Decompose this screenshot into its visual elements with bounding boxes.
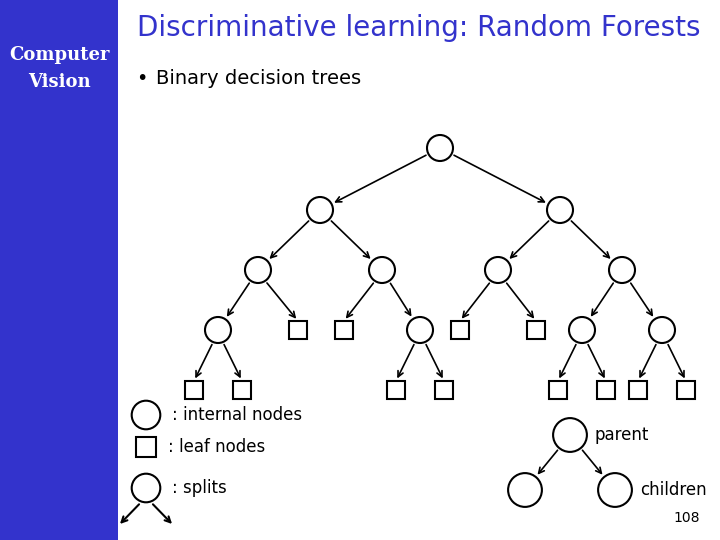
Bar bbox=[0, 0, 118, 540]
Circle shape bbox=[569, 317, 595, 343]
Bar bbox=[677, 381, 695, 399]
Bar bbox=[549, 381, 567, 399]
Text: 108: 108 bbox=[673, 511, 700, 525]
Circle shape bbox=[205, 317, 231, 343]
Circle shape bbox=[307, 197, 333, 223]
Text: Vision: Vision bbox=[27, 73, 90, 91]
Bar bbox=[527, 321, 545, 339]
Circle shape bbox=[508, 473, 542, 507]
Bar bbox=[136, 437, 156, 457]
Text: •: • bbox=[136, 69, 148, 87]
Bar bbox=[289, 321, 307, 339]
Circle shape bbox=[427, 135, 453, 161]
Circle shape bbox=[547, 197, 573, 223]
Circle shape bbox=[609, 257, 635, 283]
Bar bbox=[233, 381, 251, 399]
Text: Binary decision trees: Binary decision trees bbox=[156, 69, 361, 87]
Circle shape bbox=[369, 257, 395, 283]
Text: parent: parent bbox=[595, 426, 649, 444]
Circle shape bbox=[598, 473, 632, 507]
Text: : splits: : splits bbox=[172, 479, 227, 497]
Text: children: children bbox=[640, 481, 706, 499]
Circle shape bbox=[132, 474, 161, 502]
Circle shape bbox=[553, 418, 587, 452]
Text: : internal nodes: : internal nodes bbox=[172, 406, 302, 424]
Text: Computer: Computer bbox=[9, 46, 109, 64]
Circle shape bbox=[132, 401, 161, 429]
Text: Discriminative learning: Random Forests: Discriminative learning: Random Forests bbox=[138, 14, 701, 42]
Bar bbox=[435, 381, 453, 399]
Bar bbox=[597, 381, 615, 399]
Bar bbox=[387, 381, 405, 399]
Bar bbox=[185, 381, 203, 399]
Bar bbox=[629, 381, 647, 399]
Circle shape bbox=[407, 317, 433, 343]
Text: : leaf nodes: : leaf nodes bbox=[168, 438, 265, 456]
Circle shape bbox=[485, 257, 511, 283]
Circle shape bbox=[245, 257, 271, 283]
Circle shape bbox=[649, 317, 675, 343]
Bar bbox=[451, 321, 469, 339]
Bar bbox=[335, 321, 353, 339]
